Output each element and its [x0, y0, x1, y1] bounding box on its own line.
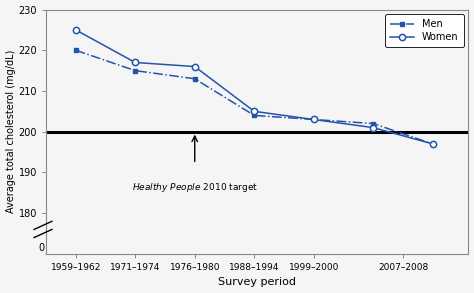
Legend: Men, Women: Men, Women	[385, 14, 464, 47]
Text: $\it{Healthy\ People\ 2010}$ target: $\it{Healthy\ People\ 2010}$ target	[132, 180, 258, 194]
Text: 0: 0	[38, 243, 44, 253]
X-axis label: Survey period: Survey period	[218, 277, 296, 287]
Y-axis label: Average total cholesterol (mg/dL): Average total cholesterol (mg/dL)	[6, 50, 16, 213]
